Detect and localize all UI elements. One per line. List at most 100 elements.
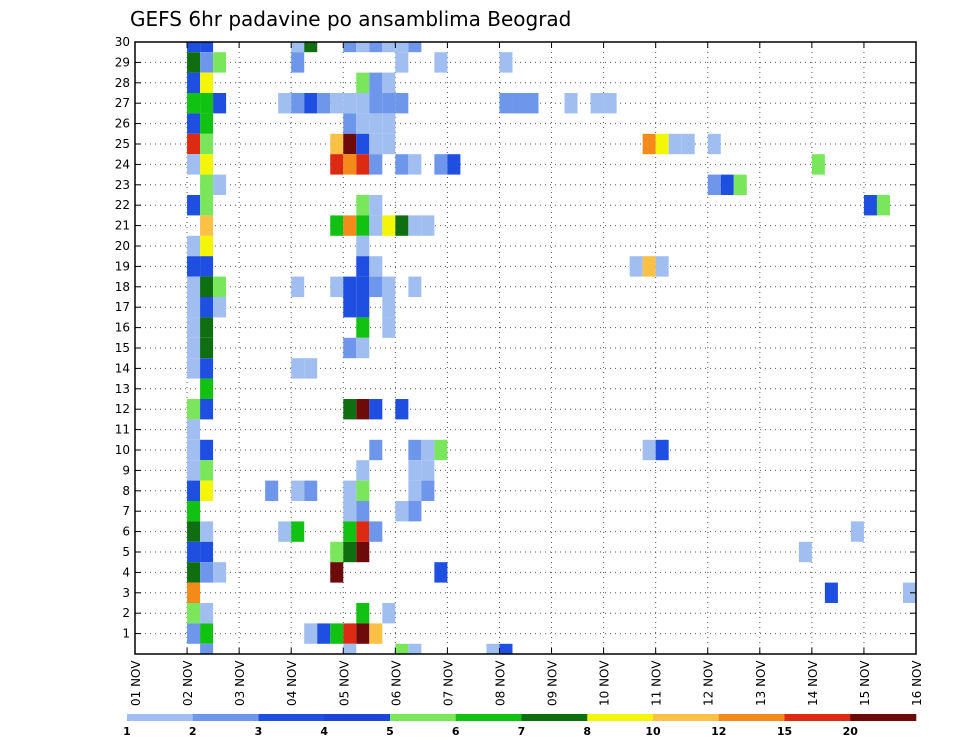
heatmap-cell xyxy=(291,521,305,542)
x-tick-label: 07 NOV xyxy=(441,660,455,706)
heatmap-cell xyxy=(395,52,409,73)
heatmap-cell xyxy=(486,643,500,654)
heatmap-cell xyxy=(187,276,201,297)
heatmap-cell xyxy=(564,93,578,114)
heatmap-cell xyxy=(499,643,513,654)
heatmap-cell xyxy=(356,195,370,216)
heatmap-cell xyxy=(369,276,383,297)
heatmap-cell xyxy=(200,215,214,236)
x-tick-label: 08 NOV xyxy=(493,660,507,706)
heatmap-cell xyxy=(187,521,201,542)
heatmap-cell xyxy=(343,337,357,359)
heatmap-cell xyxy=(382,317,396,338)
y-tick-label: 25 xyxy=(115,137,130,151)
heatmap-cell xyxy=(200,603,214,624)
heatmap-cell xyxy=(187,133,201,155)
legend-label: 3 xyxy=(255,725,263,738)
heatmap-cell xyxy=(382,113,396,134)
heatmap-cell xyxy=(499,93,513,114)
y-tick-label: 9 xyxy=(122,463,130,477)
heatmap-cell xyxy=(187,42,201,53)
heatmap-cell xyxy=(421,480,435,501)
heatmap-cell xyxy=(369,215,383,236)
heatmap-cell xyxy=(408,439,422,461)
heatmap-cell xyxy=(304,93,318,114)
heatmap-cell xyxy=(707,174,721,195)
legend-label: 10 xyxy=(645,725,661,738)
heatmap-cell xyxy=(278,521,292,542)
heatmap-cell xyxy=(369,133,383,155)
heatmap-cell xyxy=(356,317,370,338)
heatmap-cell xyxy=(356,72,370,93)
y-tick-label: 3 xyxy=(122,586,130,600)
heatmap-cell xyxy=(304,623,318,644)
heatmap-cell xyxy=(213,297,227,318)
heatmap-cell xyxy=(369,439,383,461)
heatmap-cell xyxy=(668,133,682,155)
x-tick-label: 09 NOV xyxy=(546,660,560,706)
heatmap-cell xyxy=(434,562,448,583)
heatmap-cell xyxy=(395,93,409,114)
heatmap-cell xyxy=(356,256,370,277)
heatmap-cell xyxy=(200,378,214,399)
y-tick-label: 26 xyxy=(115,117,130,131)
heatmap-cell xyxy=(382,297,396,318)
legend-label: 1 xyxy=(123,725,131,738)
x-tick-label: 03 NOV xyxy=(233,660,247,706)
legend-swatch xyxy=(390,714,457,721)
heatmap-cell xyxy=(187,541,201,563)
heatmap-cell xyxy=(343,541,357,563)
heatmap-cell xyxy=(304,358,318,379)
heatmap-cell xyxy=(369,256,383,277)
heatmap-cell xyxy=(200,235,214,257)
heatmap-cell xyxy=(330,623,344,644)
heatmap-cell xyxy=(291,93,305,114)
heatmap-cell xyxy=(330,93,344,114)
y-tick-label: 14 xyxy=(115,361,130,375)
legend-label: 20 xyxy=(843,725,859,738)
heatmap-cell xyxy=(200,399,214,420)
heatmap-cell xyxy=(824,582,838,603)
heatmap-cell xyxy=(356,541,370,563)
heatmap-cell xyxy=(356,460,370,481)
heatmap-cell xyxy=(200,154,214,175)
heatmap-cell xyxy=(330,541,344,563)
heatmap-cell xyxy=(395,215,409,236)
heatmap-cell xyxy=(408,276,422,297)
legend-label: 7 xyxy=(518,725,526,738)
legend-swatch xyxy=(455,714,522,721)
heatmap-cell xyxy=(356,297,370,318)
heatmap-cell xyxy=(356,93,370,114)
heatmap-cell xyxy=(707,133,721,155)
y-tick-label: 1 xyxy=(122,627,130,641)
heatmap-cell xyxy=(343,297,357,318)
x-tick-label: 01 NOV xyxy=(129,660,143,706)
heatmap-cell xyxy=(291,42,305,53)
heatmap-cell xyxy=(213,174,227,195)
heatmap-cells xyxy=(187,42,916,654)
heatmap-cell xyxy=(317,93,331,114)
y-tick-label: 8 xyxy=(122,484,130,498)
heatmap-cell xyxy=(200,93,214,114)
y-tick-label: 15 xyxy=(115,341,130,355)
heatmap-cell xyxy=(408,154,422,175)
heatmap-cell xyxy=(356,235,370,257)
heatmap-cell xyxy=(642,133,656,155)
heatmap-cell xyxy=(200,358,214,379)
heatmap-cell xyxy=(850,521,864,542)
heatmap-cell xyxy=(187,419,201,440)
heatmap-cell xyxy=(304,42,318,53)
y-tick-label: 24 xyxy=(115,157,130,171)
heatmap-cell xyxy=(187,195,201,216)
legend-swatch xyxy=(784,714,851,721)
heatmap-cell xyxy=(681,133,695,155)
y-tick-label: 29 xyxy=(115,55,130,69)
heatmap-cell xyxy=(421,460,435,481)
heatmap-cell xyxy=(343,133,357,155)
heatmap-cell xyxy=(356,42,370,53)
heatmap-cell xyxy=(200,174,214,195)
y-tick-label: 30 xyxy=(115,35,130,49)
y-tick-label: 11 xyxy=(115,423,130,437)
heatmap-cell xyxy=(720,174,734,195)
x-tick-label: 13 NOV xyxy=(754,660,768,706)
